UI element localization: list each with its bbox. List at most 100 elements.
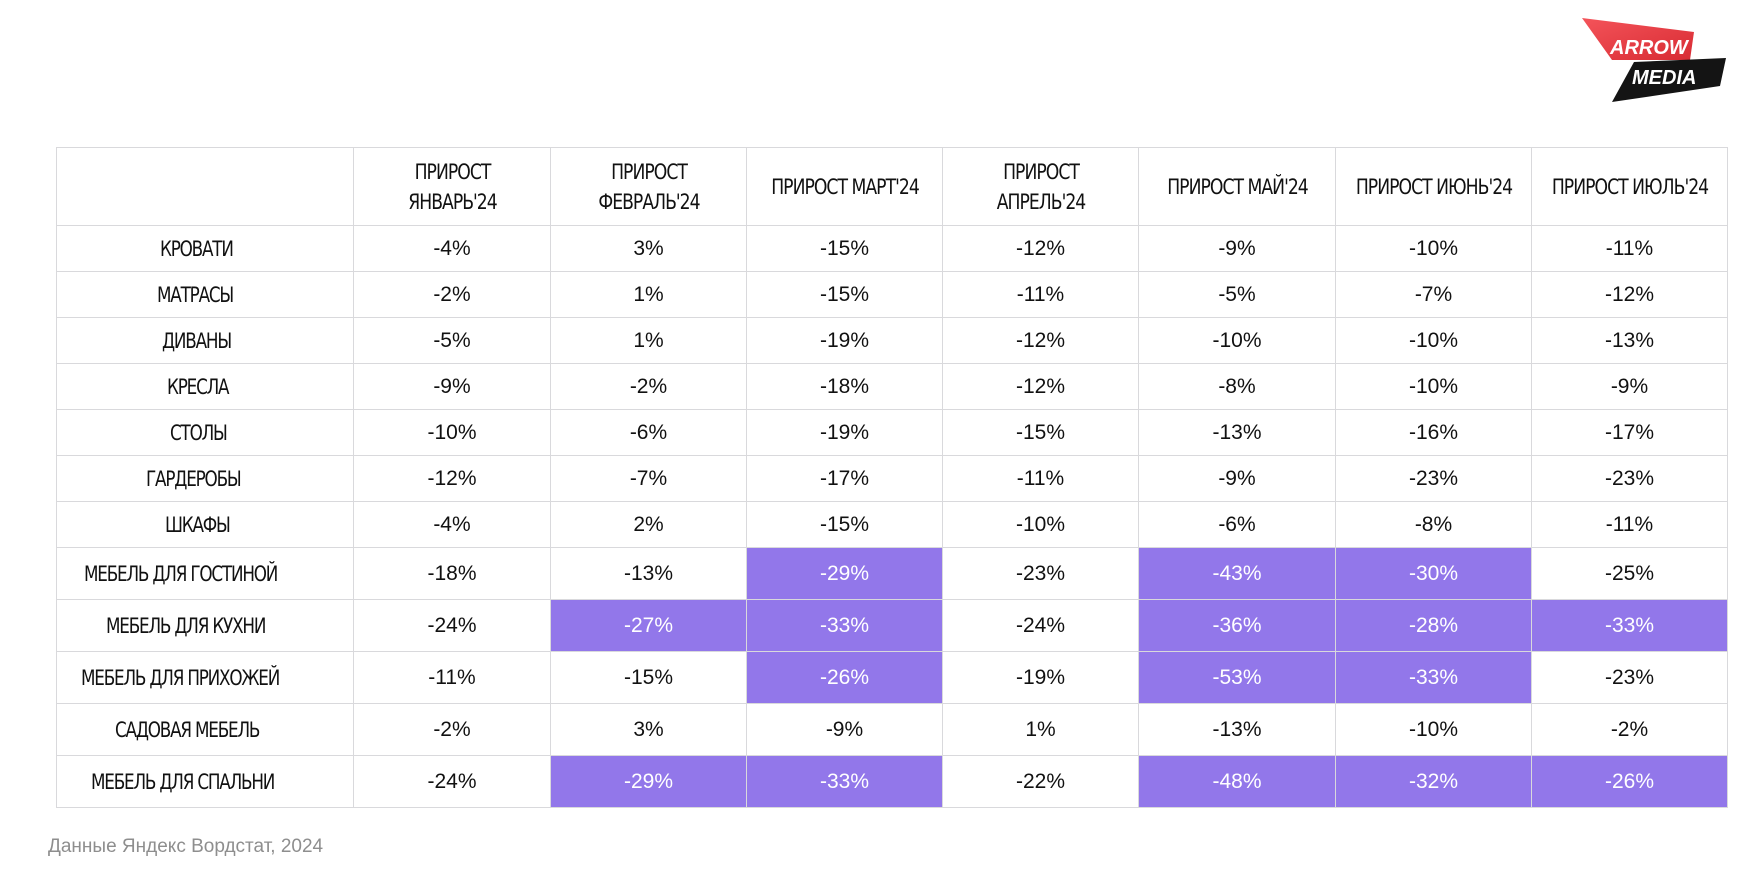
value-cell: -15% <box>746 225 943 272</box>
value-cell: -15% <box>942 409 1139 456</box>
row-label: КРОВАТИ <box>56 225 354 272</box>
value-cell: -23% <box>1531 651 1728 704</box>
table-row: МЕБЕЛЬ ДЛЯ ГОСТИНОЙ -18% -13% -29% -23% -43% -… <box>56 547 1728 600</box>
value-cell: 2% <box>550 501 747 548</box>
column-header-jun: ПРИРОСТ ИЮНЬ'24 <box>1352 147 1515 226</box>
value-cell: -18% <box>746 363 943 410</box>
arrow-media-logo: ARROW MEDIA <box>1582 18 1726 108</box>
value-cell: -17% <box>746 455 943 502</box>
value-cell: -6% <box>550 409 747 456</box>
value-cell: -15% <box>746 501 943 548</box>
value-cell: -23% <box>1335 455 1532 502</box>
value-cell: -12% <box>942 317 1139 364</box>
value-cell: -12% <box>1531 271 1728 318</box>
value-cell: -33% <box>746 755 943 808</box>
value-cell: -5% <box>1138 271 1336 318</box>
column-header-jul: ПРИРОСТ ИЮЛЬ'24 <box>1548 147 1711 226</box>
value-cell: -26% <box>1531 755 1728 808</box>
value-cell: -22% <box>942 755 1139 808</box>
logo-red-shape <box>1582 18 1694 60</box>
column-header-jan: ПРИРОСТ ЯНВАРЬ'24 <box>370 147 534 226</box>
value-cell: -30% <box>1335 547 1532 600</box>
row-label: ДИВАНЫ <box>56 317 354 364</box>
row-label: ШКАФЫ <box>56 501 354 548</box>
source-note: Данные Яндекс Вордстат, 2024 <box>48 836 324 857</box>
row-label: ГАРДЕРОБЫ <box>56 455 354 502</box>
column-header-empty <box>82 147 328 226</box>
column-header-mar: ПРИРОСТ МАРТ'24 <box>763 147 926 226</box>
value-cell: -7% <box>550 455 747 502</box>
value-cell: -19% <box>746 317 943 364</box>
row-label: СТОЛЫ <box>56 409 354 456</box>
table-row: ДИВАНЫ -5% 1% -19% -12% -10% -10% -13% <box>56 317 1728 364</box>
value-cell: -24% <box>353 755 551 808</box>
value-cell: -23% <box>942 547 1139 600</box>
row-label: МЕБЕЛЬ ДЛЯ СПАЛЬНИ <box>56 755 354 808</box>
table-row: СТОЛЫ -10% -6% -19% -15% -13% -16% -17% <box>56 409 1728 456</box>
value-cell: -10% <box>942 501 1139 548</box>
logo-word-2: MEDIA <box>1632 67 1696 89</box>
value-cell: -11% <box>353 651 551 704</box>
value-cell: -11% <box>942 271 1139 318</box>
value-cell: -33% <box>746 599 943 652</box>
value-cell: -17% <box>1531 409 1728 456</box>
value-cell: -29% <box>746 547 943 600</box>
value-cell: 3% <box>550 703 747 756</box>
column-header-may: ПРИРОСТ МАЙ'24 <box>1155 147 1319 226</box>
value-cell: -9% <box>746 703 943 756</box>
value-cell: -15% <box>550 651 747 704</box>
value-cell: -2% <box>1531 703 1728 756</box>
value-cell: -7% <box>1335 271 1532 318</box>
value-cell: -25% <box>1531 547 1728 600</box>
value-cell: -2% <box>550 363 747 410</box>
value-cell: -24% <box>942 599 1139 652</box>
row-label: МЕБЕЛЬ ДЛЯ ГОСТИНОЙ <box>56 547 354 600</box>
value-cell: -10% <box>1335 225 1532 272</box>
table-row: МАТРАСЫ -2% 1% -15% -11% -5% -7% -12% <box>56 271 1728 318</box>
table-body: КРОВАТИ -4% 3% -15% -12% -9% -10% -11% МАТРАСЫ -2… <box>56 225 1728 808</box>
value-cell: 1% <box>550 271 747 318</box>
value-cell: -53% <box>1138 651 1336 704</box>
table-row: МЕБЕЛЬ ДЛЯ КУХНИ -24% -27% -33% -24% -36% -28%… <box>56 599 1728 652</box>
value-cell: -23% <box>1531 455 1728 502</box>
value-cell: -9% <box>1531 363 1728 410</box>
value-cell: -11% <box>942 455 1139 502</box>
value-cell: -10% <box>1335 363 1532 410</box>
value-cell: -12% <box>353 455 551 502</box>
header-row: ПРИРОСТ ЯНВАРЬ'24 ПРИРОСТ ФЕВРАЛЬ'24 ПРИ… <box>57 147 1728 226</box>
table-row: ГАРДЕРОБЫ -12% -7% -17% -11% -9% -23% -23% <box>56 455 1728 502</box>
value-cell: -36% <box>1138 599 1336 652</box>
table-row: ШКАФЫ -4% 2% -15% -10% -6% -8% -11% <box>56 501 1728 548</box>
value-cell: -9% <box>353 363 551 410</box>
value-cell: -5% <box>353 317 551 364</box>
row-label: МЕБЕЛЬ ДЛЯ КУХНИ <box>56 599 354 652</box>
value-cell: -32% <box>1335 755 1532 808</box>
value-cell: -11% <box>1531 501 1728 548</box>
value-cell: -24% <box>353 599 551 652</box>
value-cell: 1% <box>550 317 747 364</box>
column-header-feb: ПРИРОСТ ФЕВРАЛЬ'24 <box>567 147 730 226</box>
growth-table: ПРИРОСТ ЯНВАРЬ'24 ПРИРОСТ ФЕВРАЛЬ'24 ПРИ… <box>56 147 1728 808</box>
value-cell: -18% <box>353 547 551 600</box>
value-cell: -10% <box>1138 317 1336 364</box>
value-cell: -29% <box>550 755 747 808</box>
value-cell: -4% <box>353 501 551 548</box>
table-row: КРОВАТИ -4% 3% -15% -12% -9% -10% -11% <box>56 225 1728 272</box>
value-cell: -26% <box>746 651 943 704</box>
value-cell: -8% <box>1138 363 1336 410</box>
logo-black-shape <box>1612 58 1726 102</box>
value-cell: -8% <box>1335 501 1532 548</box>
value-cell: -13% <box>1138 703 1336 756</box>
value-cell: -10% <box>1335 317 1532 364</box>
table-row: МЕБЕЛЬ ДЛЯ СПАЛЬНИ -24% -29% -33% -22% -48% -3… <box>56 755 1728 808</box>
value-cell: -43% <box>1138 547 1336 600</box>
value-cell: 1% <box>942 703 1139 756</box>
value-cell: -9% <box>1138 455 1336 502</box>
table-row: САДОВАЯ МЕБЕЛЬ -2% 3% -9% 1% -13% -10% -2% <box>56 703 1728 756</box>
value-cell: 3% <box>550 225 747 272</box>
value-cell: -6% <box>1138 501 1336 548</box>
value-cell: -33% <box>1335 651 1532 704</box>
value-cell: -27% <box>550 599 747 652</box>
row-label: САДОВАЯ МЕБЕЛЬ <box>56 703 354 756</box>
value-cell: -12% <box>942 363 1139 410</box>
